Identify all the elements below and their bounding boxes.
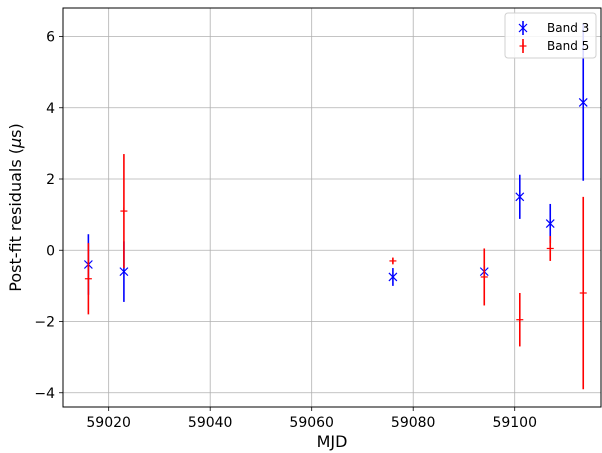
legend-label: Band 3	[547, 21, 589, 35]
data-point	[119, 267, 129, 277]
y-axis-label: Post-fit residuals (μs)	[6, 123, 25, 292]
data-point	[545, 219, 555, 228]
data-point	[516, 316, 524, 324]
data-point	[515, 192, 525, 202]
legend: Band 3 Band 5	[504, 12, 597, 59]
data-point	[120, 207, 128, 215]
series-band-5	[84, 154, 587, 390]
y-tick-label: 0	[46, 243, 55, 259]
data-point	[480, 273, 488, 281]
plot-frame	[62, 7, 602, 408]
y-tick-label: −2	[34, 315, 55, 331]
data-point	[578, 97, 588, 107]
data-series	[83, 24, 588, 390]
x-tick-label: 59100	[492, 415, 537, 431]
grid	[63, 8, 601, 407]
x-axis-label: MJD	[317, 432, 348, 451]
y-tick-label: −4	[34, 386, 55, 402]
y-tick-label: 4	[46, 101, 55, 117]
legend-marker	[518, 23, 528, 33]
legend-label: Band 5	[547, 39, 589, 53]
data-point	[389, 257, 397, 265]
x-tick-label: 59080	[391, 415, 436, 431]
data-point	[388, 272, 398, 282]
legend-marker	[519, 42, 527, 50]
y-tick-label: 2	[46, 172, 55, 188]
series-band-3	[83, 24, 588, 302]
legend-box	[504, 12, 597, 59]
data-point	[84, 275, 92, 283]
data-point	[579, 289, 587, 297]
x-tick-label: 59060	[289, 415, 334, 431]
axis-ticks: 59020 59040 59060 59080 59100 −4 −2 0 2 4 6	[34, 30, 537, 432]
y-tick-label: 6	[46, 30, 55, 46]
data-point	[546, 244, 554, 252]
x-tick-label: 59020	[86, 415, 131, 431]
x-tick-label: 59040	[188, 415, 233, 431]
